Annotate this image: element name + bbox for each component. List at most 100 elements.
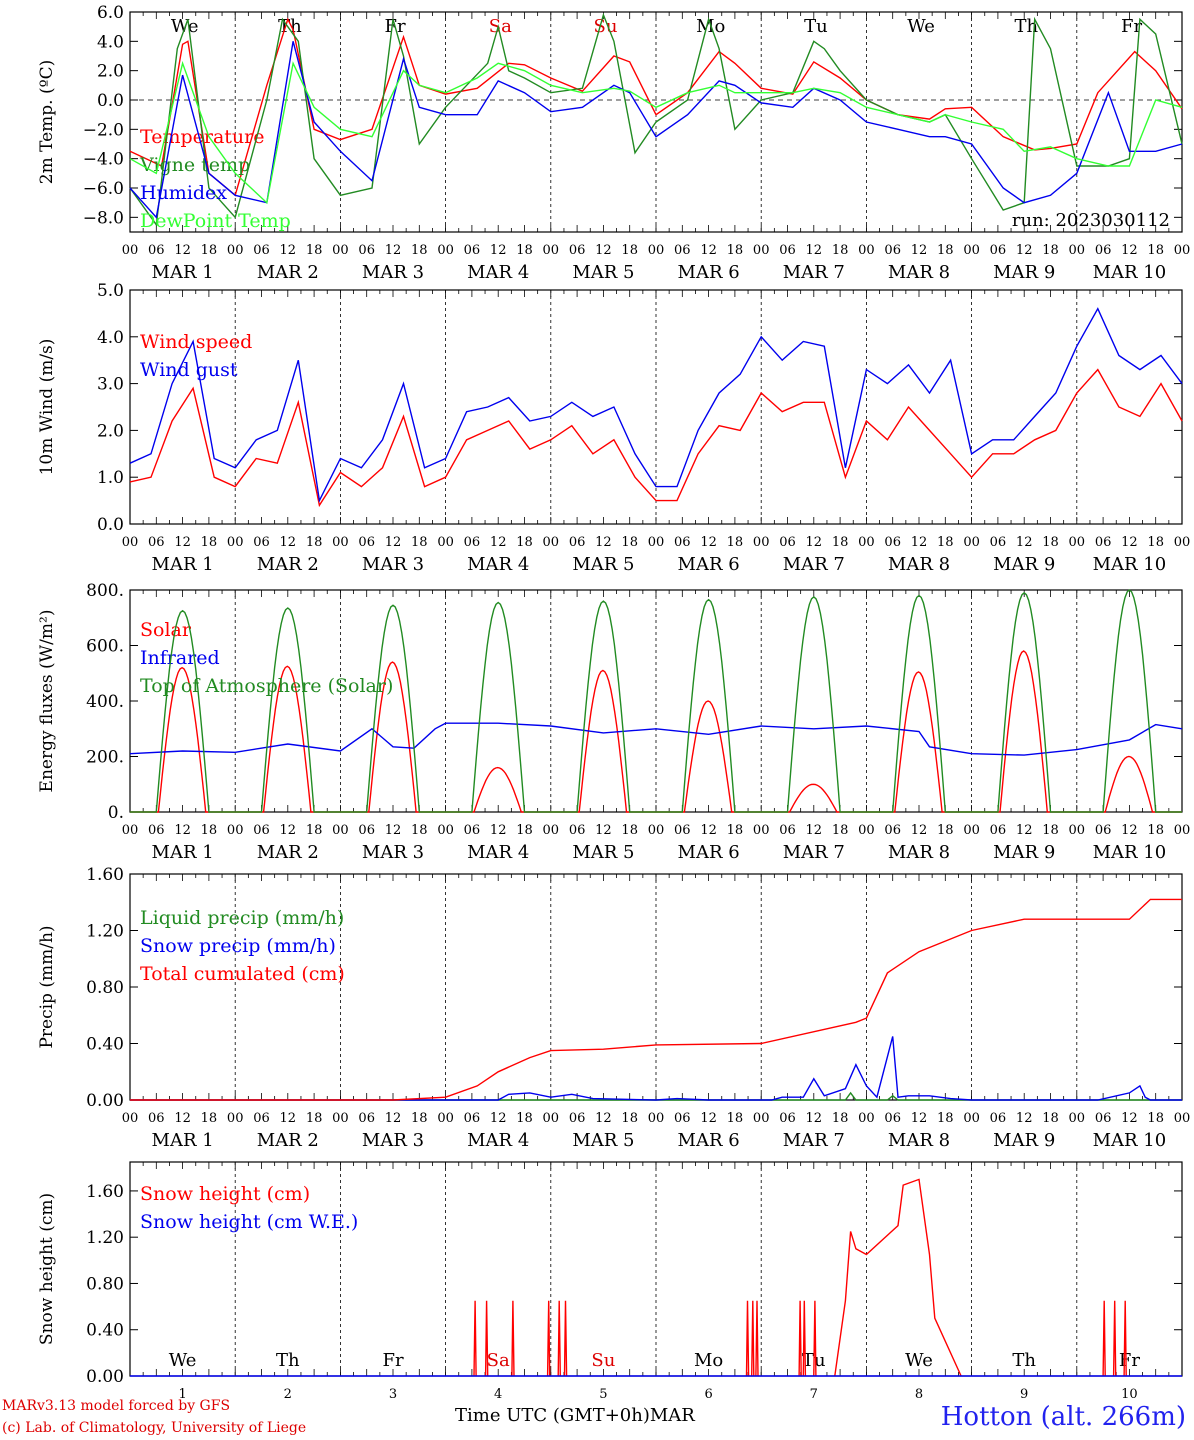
hour-tick-label: 00: [543, 1111, 560, 1126]
date-label: MAR 9: [993, 1130, 1055, 1151]
y-tick-label: −8.0: [83, 208, 124, 228]
hour-tick-label: 00: [858, 1111, 875, 1126]
hour-tick-label: 12: [595, 823, 612, 838]
date-label: MAR 1: [152, 1130, 214, 1151]
legend-entry: Snow height (cm): [140, 1183, 310, 1205]
hour-tick-label: 00: [858, 535, 875, 550]
date-label: MAR 5: [572, 554, 634, 575]
hour-tick-label: 18: [1042, 535, 1059, 550]
hour-tick-label: 00: [122, 1111, 139, 1126]
date-label: MAR 4: [467, 842, 529, 863]
series-line: [129, 60, 1183, 205]
hour-tick-label: 06: [990, 243, 1007, 258]
hour-tick-label: 06: [148, 243, 165, 258]
date-label: MAR 8: [888, 842, 950, 863]
hour-tick-label: 12: [700, 243, 717, 258]
hour-tick-label: 12: [700, 823, 717, 838]
hour-tick-label: 00: [332, 1111, 349, 1126]
date-label: MAR 3: [362, 262, 424, 283]
y-tick-label: 800.: [86, 581, 124, 601]
series-line: [129, 722, 1183, 756]
hour-tick-label: 18: [1147, 1111, 1164, 1126]
hour-tick-label: 18: [832, 535, 849, 550]
snow-spike: [755, 1300, 759, 1377]
hour-tick-label: 06: [148, 1111, 165, 1126]
hour-tick-label: 06: [358, 823, 375, 838]
hour-tick-label: 18: [832, 1111, 849, 1126]
series-line: [129, 17, 1183, 197]
hour-tick-label: 00: [858, 243, 875, 258]
hour-tick-label: 12: [490, 823, 507, 838]
y-tick-label: 5.0: [97, 281, 124, 301]
series-line: [834, 1178, 962, 1377]
date-label: MAR 9: [993, 842, 1055, 863]
legend-entry: DewPoint Temp: [140, 210, 291, 232]
weekday-label: Sa: [487, 1350, 510, 1371]
hour-tick-label: 18: [621, 535, 638, 550]
date-label: MAR 6: [678, 554, 740, 575]
hour-tick-label: 18: [201, 243, 218, 258]
hour-tick-label: 12: [595, 1111, 612, 1126]
date-label: MAR 6: [678, 262, 740, 283]
hour-tick-label: 18: [516, 823, 533, 838]
hour-tick-label: 18: [516, 1111, 533, 1126]
hour-tick-label: 18: [306, 243, 323, 258]
hour-tick-label: 06: [779, 823, 796, 838]
y-axis-label: 2m Temp. (ºC): [37, 60, 57, 185]
legend-entry: Total cumulated (cm): [140, 963, 345, 985]
hour-tick-label: 06: [1095, 535, 1112, 550]
day-number: 10: [1121, 1387, 1138, 1400]
date-label: MAR 1: [152, 842, 214, 863]
y-tick-label: 400.: [86, 692, 124, 712]
hour-tick-label: 06: [569, 823, 586, 838]
y-tick-label: 0.0: [97, 515, 124, 535]
date-label: MAR 6: [678, 1130, 740, 1151]
hour-tick-label: 12: [174, 823, 191, 838]
hour-tick-label: 00: [543, 823, 560, 838]
hour-tick-label: 12: [806, 243, 823, 258]
y-tick-label: 3.0: [97, 375, 124, 395]
day-number: 2: [284, 1387, 292, 1400]
hour-tick-label: 18: [1042, 243, 1059, 258]
station-name: Hotton (alt. 266m): [940, 1402, 1186, 1432]
date-label: MAR 7: [783, 1130, 845, 1151]
hour-tick-label: 06: [884, 1111, 901, 1126]
hour-tick-label: 12: [280, 243, 297, 258]
date-label: MAR 1: [152, 554, 214, 575]
date-label: MAR 9: [993, 554, 1055, 575]
hour-tick-label: 00: [1069, 243, 1086, 258]
legend-entry: Solar: [140, 619, 192, 641]
hour-tick-label: 06: [569, 1111, 586, 1126]
hour-tick-label: 06: [779, 243, 796, 258]
hour-tick-label: 18: [411, 823, 428, 838]
y-axis-label: 10m Wind (m/s): [37, 339, 57, 476]
date-label: MAR 10: [1093, 554, 1167, 575]
hour-tick-label: 00: [1069, 823, 1086, 838]
y-tick-label: 0.40: [86, 1321, 124, 1341]
hour-tick-label: 06: [884, 535, 901, 550]
date-label: MAR 10: [1093, 842, 1167, 863]
hour-tick-label: 18: [306, 535, 323, 550]
y-tick-label: −2.0: [83, 120, 124, 140]
hour-tick-label: 12: [490, 535, 507, 550]
y-axis-label: Snow height (cm): [37, 1193, 57, 1345]
date-label: MAR 4: [467, 554, 529, 575]
hour-tick-label: 06: [990, 1111, 1007, 1126]
hour-tick-label: 18: [937, 243, 954, 258]
date-label: MAR 5: [572, 262, 634, 283]
day-number: 9: [1020, 1387, 1028, 1400]
hour-tick-label: 12: [911, 823, 928, 838]
hour-tick-label: 00: [437, 823, 454, 838]
hour-tick-label: 18: [306, 1111, 323, 1126]
hour-tick-label: 00: [858, 823, 875, 838]
hour-tick-label: 06: [464, 535, 481, 550]
y-tick-label: 0.40: [86, 1035, 124, 1055]
weekday-label: We: [169, 1350, 197, 1371]
series-line: [130, 898, 1182, 1101]
hour-tick-label: 06: [464, 243, 481, 258]
hour-tick-label: 18: [306, 823, 323, 838]
meteogram-svg: 6.0 4.0 2.0 0.0 −2.0 −4.0 −6.0 −8.0 2m Temp. (ºC…: [37, 3, 1190, 1402]
hour-tick-label: 00: [122, 823, 139, 838]
snow-spike: [484, 1300, 489, 1377]
date-label: MAR 2: [257, 1130, 319, 1151]
